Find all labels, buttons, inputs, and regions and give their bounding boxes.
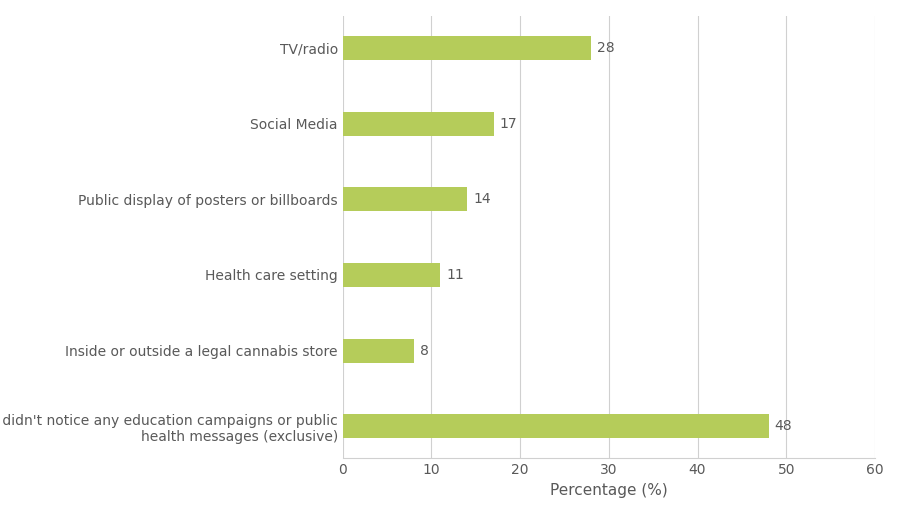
Text: 11: 11	[446, 268, 465, 282]
Text: 28: 28	[597, 41, 615, 55]
Bar	[343, 338, 414, 363]
Text: 14: 14	[474, 192, 491, 207]
X-axis label: Percentage (%): Percentage (%)	[550, 483, 667, 498]
Bar	[343, 263, 440, 287]
Text: 48: 48	[775, 419, 792, 433]
Text: 8: 8	[420, 344, 428, 358]
Text: 17: 17	[500, 116, 518, 131]
Bar	[343, 36, 591, 60]
Bar	[343, 414, 769, 438]
Bar	[343, 187, 467, 211]
Bar	[343, 112, 493, 136]
